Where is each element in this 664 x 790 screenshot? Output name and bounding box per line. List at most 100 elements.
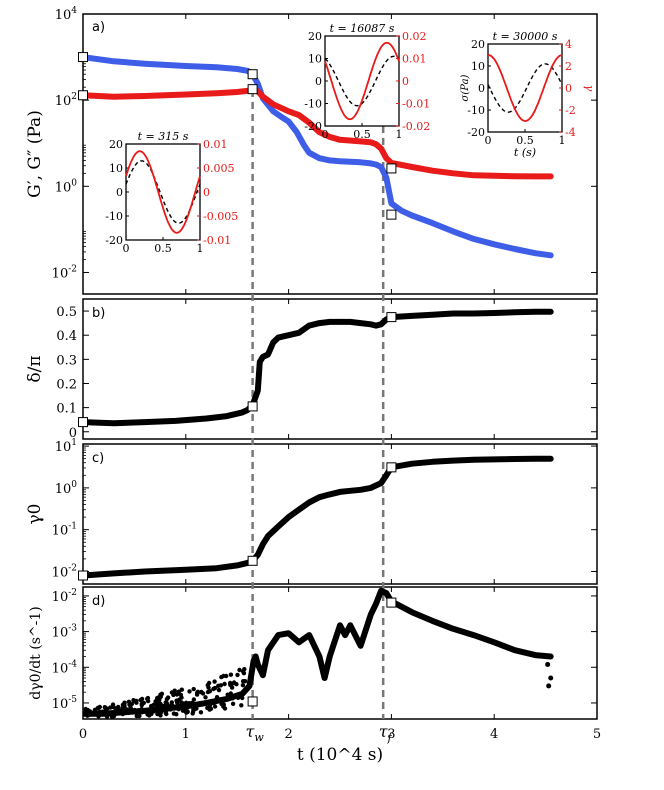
noise-point [221, 704, 226, 709]
panel-a-ylabel: G′, G″ (Pa) [25, 110, 45, 198]
inset-x-tick-label: 0 [322, 128, 329, 141]
noise-point [207, 702, 213, 708]
noise-point [199, 690, 204, 695]
noise-point [92, 711, 97, 717]
inset-left-tick-label: 20 [471, 38, 485, 51]
open-marker [78, 570, 88, 581]
noise-point [110, 714, 115, 719]
noise-point [87, 709, 93, 714]
inset-right-tick-label: 0.02 [402, 30, 427, 43]
noise-point [151, 709, 157, 714]
inset-left-tick-label: 0 [315, 75, 322, 88]
open-marker [247, 401, 258, 412]
panel-c-series [83, 455, 554, 579]
inset-left-tick-label: 0 [116, 186, 123, 199]
series-line-a-1 [83, 86, 554, 180]
y-tick-label-c: 10-2 [52, 563, 77, 580]
open-marker [247, 84, 258, 95]
panel-a-label: a) [92, 20, 105, 35]
y-tick-label-d: 10-2 [52, 588, 77, 605]
panel-b-label: b) [92, 306, 105, 321]
y-tick-label-a: 10-2 [52, 264, 77, 281]
y-tick-label-d: 10-3 [52, 624, 78, 641]
panel-c-ylabel: γ0 [25, 504, 45, 525]
inset-left-tick-label: 20 [308, 30, 322, 43]
noise-point [83, 706, 88, 712]
noise-point [98, 709, 103, 714]
panel-c-frame [82, 443, 598, 585]
panel-a-series [83, 54, 554, 259]
inset-right-tick-label: -4 [565, 126, 576, 139]
inset-right-ylabel: γ [583, 85, 596, 92]
noise-point [177, 697, 182, 702]
noise-point [193, 702, 199, 707]
y-tick-label-b: 0.2 [56, 377, 77, 392]
noise-point [171, 711, 177, 716]
x-tick-label: 2 [284, 727, 292, 742]
noise-point [241, 671, 247, 676]
open-marker [78, 417, 88, 428]
y-tick-label-b: 0.4 [56, 329, 77, 344]
inset-right-tick-label: 0.01 [203, 138, 228, 151]
noise-point [139, 701, 144, 706]
noise-point [159, 707, 164, 713]
inset-left-tick-label: -20 [467, 126, 485, 139]
inset-inset-315: t = 315 s20100-10-200.010.0050-0.005-0.0… [105, 130, 238, 255]
noise-point [145, 698, 151, 704]
noise-point [191, 697, 197, 702]
noise-point [241, 679, 246, 684]
noise-point [230, 701, 236, 706]
inset-right-tick-label: -0.02 [402, 120, 430, 133]
x-tick-label: 3 [387, 727, 395, 742]
inset-strain-curve [125, 150, 201, 234]
noise-point [219, 674, 224, 680]
open-marker [247, 555, 258, 566]
inset-right-tick-label: -0.01 [203, 234, 231, 247]
noise-point [113, 710, 118, 715]
noise-point [225, 692, 230, 697]
inset-right-tick-label: -0.01 [402, 98, 430, 111]
open-marker [247, 696, 258, 707]
noise-point [239, 691, 244, 697]
noise-point [168, 707, 173, 712]
x-tick-label: 0 [79, 727, 87, 742]
inset-inset-16087: t = 16087 s20100-10-200.020.010-0.01-0.0… [304, 22, 430, 141]
inset-x-tick-label: 0.5 [353, 128, 371, 141]
noise-point [92, 707, 98, 712]
noise-point [195, 690, 200, 695]
inset-x-tick-label: 1 [396, 128, 403, 141]
noise-point [235, 695, 241, 700]
noise-point [212, 704, 218, 709]
inset-frame [324, 35, 400, 127]
noise-point [194, 706, 199, 711]
panel-d-label: d) [92, 594, 105, 609]
noise-point [242, 667, 247, 672]
noise-point [139, 696, 145, 702]
inset-strain-curve [487, 54, 563, 122]
noise-point [187, 689, 192, 694]
noise-point [240, 695, 245, 701]
inset-stress-curve [324, 55, 400, 107]
noise-point [212, 679, 217, 684]
inset-right-tick-label: -0.005 [203, 210, 238, 223]
panel-b-ylabel: δ/π [25, 355, 45, 382]
noise-point [134, 708, 140, 714]
noise-point [211, 686, 216, 692]
inset-title: t = 30000 s [493, 30, 558, 43]
noise-point [235, 672, 240, 678]
noise-point [120, 706, 125, 711]
noise-point [211, 700, 216, 706]
noise-point [203, 695, 208, 700]
panel-a-frame [82, 13, 598, 295]
noise-point [190, 711, 195, 716]
noise-point [149, 703, 154, 709]
noise-point [205, 689, 211, 695]
noise-point [163, 710, 169, 716]
inset-left-tick-label: 0 [478, 82, 485, 95]
y-tick-label-a: 100 [55, 178, 78, 195]
series-line-a-0 [83, 54, 554, 259]
inset-strain-curve [324, 41, 400, 121]
